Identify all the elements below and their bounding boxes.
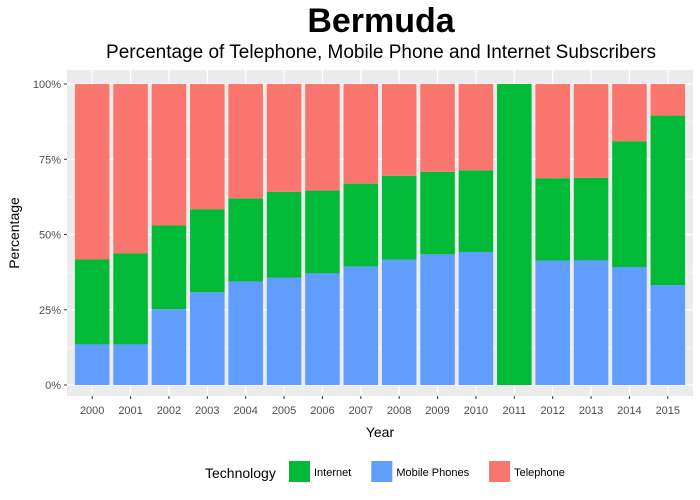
legend-key-telephone: [489, 461, 511, 482]
x-tick-label: 2004: [233, 405, 257, 417]
x-tick-label: 2002: [157, 405, 181, 417]
bar-internet-2002: [151, 225, 187, 310]
bar-internet-2014: [612, 141, 647, 268]
bar-telephone-2009: [420, 84, 455, 172]
x-tick-label: 2000: [80, 405, 104, 417]
bar-internet-2001: [113, 253, 148, 345]
bar-mobile-phones-2000: [74, 344, 110, 385]
legend-label-telephone: Telephone: [514, 467, 565, 479]
legend-label-mobile-phones: Mobile Phones: [396, 467, 469, 479]
bar-internet-2009: [420, 171, 455, 255]
bar-mobile-phones-2005: [266, 277, 302, 385]
bar-telephone-2001: [113, 84, 148, 254]
bar-telephone-2004: [228, 84, 263, 199]
y-tick-label: 75%: [39, 154, 61, 166]
x-tick-label: 2014: [617, 405, 641, 417]
legend: Technology Internet Mobile Phones Telephon…: [205, 461, 565, 482]
bar-mobile-phones-2014: [612, 267, 647, 385]
bar-mobile-phones-2015: [650, 285, 686, 385]
bar-telephone-2007: [343, 84, 379, 184]
y-tick-label: 0%: [45, 380, 61, 392]
x-axis-title: Year: [366, 424, 395, 440]
bar-internet-2011: [497, 84, 532, 385]
x-tick-label: 2010: [464, 405, 488, 417]
bar-internet-2013: [573, 177, 609, 261]
bar-internet-2007: [343, 183, 379, 267]
y-tick-label: 100%: [33, 79, 61, 91]
bar-internet-2012: [535, 178, 570, 261]
bar-telephone-2012: [535, 84, 570, 179]
bar-telephone-2002: [151, 84, 187, 226]
bar-telephone-2005: [266, 84, 302, 192]
x-tick-label: 2008: [387, 405, 411, 417]
x-tick-label: 2005: [272, 405, 296, 417]
y-axis-title: Percentage: [6, 197, 22, 269]
y-axis-ticks: 0% 25% 50% 75% 100%: [33, 79, 67, 392]
bar-telephone-2006: [305, 84, 340, 191]
bar-internet-2003: [190, 209, 225, 293]
x-tick-label: 2012: [540, 405, 564, 417]
legend-key-internet: [289, 461, 310, 482]
bar-mobile-phones-2010: [458, 251, 494, 385]
chart-subtitle: Percentage of Telephone, Mobile Phone an…: [106, 42, 656, 63]
x-tick-label: 2001: [118, 405, 142, 417]
x-tick-label: 2003: [195, 405, 219, 417]
x-tick-label: 2007: [349, 405, 373, 417]
bar-mobile-phones-2007: [343, 266, 379, 385]
bar-mobile-phones-2009: [420, 254, 455, 385]
x-axis-ticks: 2000 2001 2002 2003 2004 2005 2006 2007 2008 2009…: [80, 396, 680, 417]
x-tick-label: 2006: [310, 405, 334, 417]
legend-key-mobile-phones: [371, 461, 393, 482]
bar-mobile-phones-2012: [535, 260, 570, 385]
bar-mobile-phones-2002: [151, 309, 187, 385]
x-tick-label: 2011: [502, 405, 526, 417]
bar-mobile-phones-2013: [573, 260, 609, 385]
bar-internet-2010: [458, 170, 494, 252]
bar-telephone-2014: [612, 84, 647, 142]
chart-title: Bermuda: [307, 2, 455, 40]
bar-telephone-2010: [458, 84, 494, 171]
bar-mobile-phones-2003: [190, 292, 225, 385]
x-tick-label: 2009: [425, 405, 449, 417]
bar-telephone-2013: [573, 84, 609, 178]
bar-telephone-2003: [190, 84, 225, 210]
y-tick-label: 50%: [39, 230, 61, 242]
bar-internet-2005: [266, 191, 302, 278]
legend-title: Technology: [205, 465, 276, 481]
bar-internet-2008: [381, 175, 417, 260]
bar-internet-2004: [228, 198, 263, 282]
y-tick-label: 25%: [39, 305, 61, 317]
bar-internet-2015: [650, 115, 686, 286]
x-tick-label: 2015: [656, 405, 680, 417]
x-tick-label: 2013: [579, 405, 603, 417]
bar-mobile-phones-2004: [228, 281, 263, 385]
legend-items: Internet Mobile Phones Telephone: [289, 461, 565, 482]
bars: [74, 84, 686, 385]
bar-internet-2000: [74, 259, 110, 345]
bar-telephone-2015: [650, 84, 686, 116]
bar-telephone-2008: [381, 84, 417, 176]
bar-telephone-2000: [74, 84, 110, 260]
legend-label-internet: Internet: [314, 467, 351, 479]
bar-mobile-phones-2006: [305, 273, 340, 385]
bar-internet-2006: [305, 190, 340, 274]
bar-mobile-phones-2001: [113, 344, 148, 385]
bar-mobile-phones-2008: [381, 259, 417, 385]
